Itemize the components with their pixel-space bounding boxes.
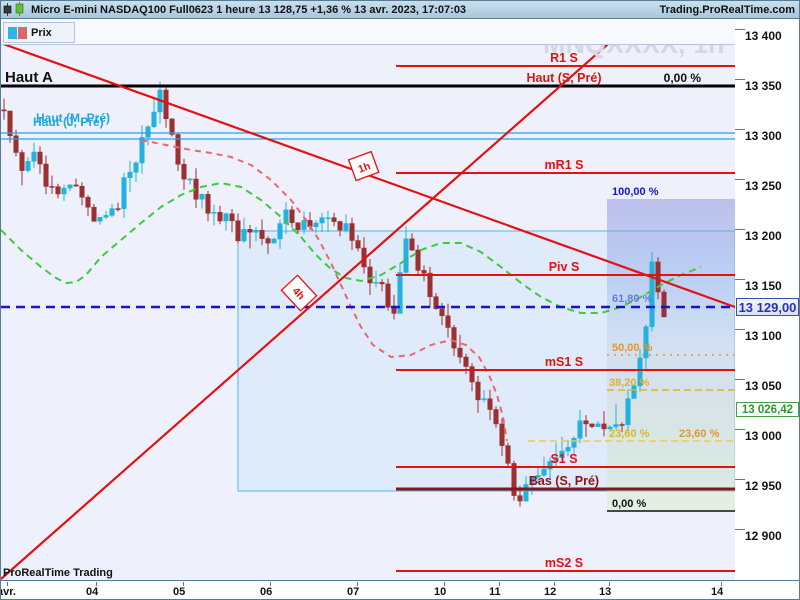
svg-text:Bas (S, Pré): Bas (S, Pré)	[529, 474, 599, 488]
svg-text:38,20 %: 38,20 %	[609, 377, 650, 389]
svg-text:Piv S: Piv S	[549, 260, 580, 274]
svg-text:Haut A: Haut A	[5, 69, 53, 86]
svg-text:mS1 S: mS1 S	[545, 355, 583, 369]
svg-text:50,00 %: 50,00 %	[612, 342, 653, 354]
svg-text:23,60 %: 23,60 %	[609, 428, 650, 440]
svg-text:0,00 %: 0,00 %	[612, 498, 646, 510]
svg-text:MNQXXXX, 1h: MNQXXXX, 1h	[543, 45, 725, 59]
svg-text:23,60 %: 23,60 %	[679, 428, 720, 440]
svg-text:100,00 %: 100,00 %	[612, 186, 659, 198]
svg-text:0,00 %: 0,00 %	[664, 71, 702, 85]
svg-text:mS2 S: mS2 S	[545, 556, 583, 570]
svg-text:Haut (J, Pré): Haut (J, Pré)	[33, 115, 104, 129]
svg-text:61,80 %: 61,80 %	[612, 293, 653, 305]
svg-text:mR1 S: mR1 S	[545, 158, 584, 172]
svg-text:S1 S: S1 S	[550, 452, 577, 466]
